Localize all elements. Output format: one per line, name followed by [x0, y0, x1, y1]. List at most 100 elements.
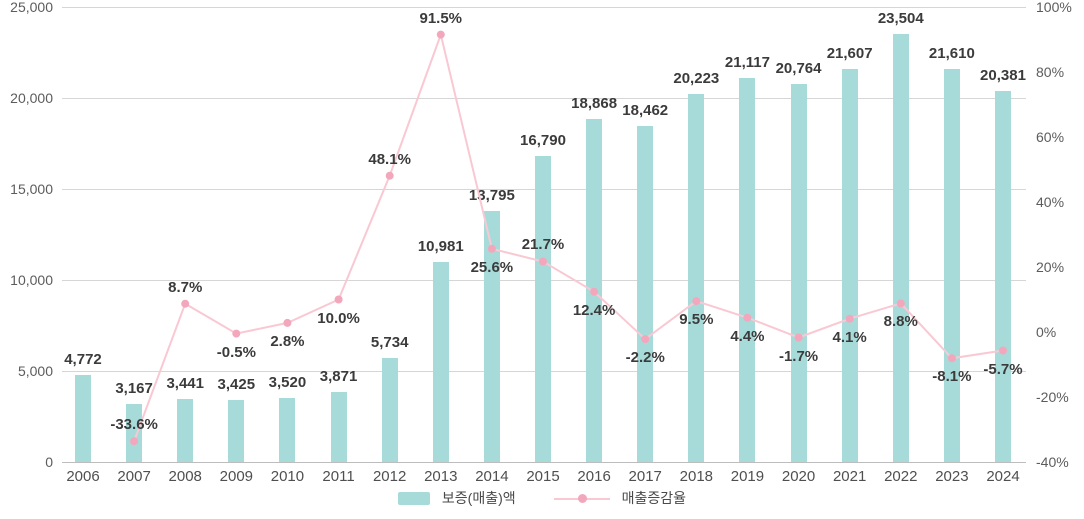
bar-2010 — [279, 397, 296, 462]
line-marker-2020 — [794, 333, 803, 342]
line-marker-2008 — [181, 299, 190, 308]
x-axis-tick-2006: 2006 — [66, 468, 100, 485]
growth-rate-label: 2.8% — [270, 332, 305, 350]
line-marker-2017 — [641, 335, 650, 344]
growth-rate-label: 8.7% — [168, 278, 203, 296]
right-axis-tick: 20% — [1036, 259, 1065, 275]
bar-value-label: 18,462 — [622, 101, 669, 119]
line-marker-2015 — [539, 257, 547, 266]
bar-value-label: 20,381 — [980, 67, 1026, 85]
bar-2014 — [483, 210, 500, 462]
growth-rate-label: 12.4% — [572, 301, 616, 319]
left-axis-tick: 25,000 — [10, 0, 53, 15]
left-axis-tick: 15,000 — [10, 181, 53, 197]
line-marker-2009 — [232, 329, 241, 338]
bar-value-label: 3,871 — [319, 367, 358, 385]
growth-line-svg — [130, 30, 1007, 446]
legend-item-bar-series: 보증(매출)액 — [397, 488, 516, 508]
growth-rate-label: -0.5% — [216, 343, 256, 361]
bar-value-label: 3,425 — [217, 375, 256, 393]
left-axis-tick: 20,000 — [10, 90, 53, 106]
bar-2013 — [432, 262, 449, 462]
bar-2019 — [739, 77, 756, 462]
bar-value-label: 20,223 — [673, 69, 720, 87]
bar-value-label: 21,610 — [928, 44, 975, 62]
left-axis-tick: 10,000 — [10, 272, 53, 288]
gridline — [62, 7, 1026, 8]
x-axis-tick-2024: 2024 — [986, 468, 1020, 485]
line-marker-2016 — [590, 287, 599, 296]
right-axis-tick: -20% — [1036, 389, 1069, 405]
gridline — [62, 462, 1026, 463]
x-axis-tick-2012: 2012 — [372, 468, 407, 485]
growth-rate-label: 21.7% — [521, 236, 565, 254]
line-marker-2014 — [487, 244, 496, 253]
line-series-marker-icon — [553, 493, 610, 503]
gridline — [62, 98, 1026, 99]
left-axis-tick: 0 — [45, 454, 53, 470]
bar-2021 — [841, 68, 858, 462]
bar-2018 — [688, 93, 705, 462]
bar-value-label: 3,520 — [268, 373, 307, 391]
growth-rate-label: -1.7% — [778, 347, 819, 365]
line-marker-2021 — [845, 314, 854, 323]
x-axis-tick-2022: 2022 — [884, 468, 918, 485]
bar-2024 — [995, 91, 1011, 462]
x-axis-tick-2007: 2007 — [117, 468, 151, 485]
x-axis-tick-2008: 2008 — [168, 468, 202, 485]
growth-rate-label: -2.2% — [625, 349, 665, 367]
bar-value-label: 21,117 — [724, 53, 770, 71]
x-axis-tick-2010: 2010 — [270, 468, 305, 485]
growth-rate-label: 9.5% — [679, 311, 714, 329]
bar-2007 — [126, 404, 143, 462]
bar-2006 — [75, 375, 91, 462]
x-axis-tick-2021: 2021 — [832, 468, 867, 485]
x-axis-tick-2016: 2016 — [577, 468, 611, 485]
line-marker-2018 — [692, 297, 701, 306]
line-marker-2019 — [743, 313, 752, 322]
bar-value-label: 4,772 — [64, 351, 102, 369]
x-axis-tick-2020: 2020 — [781, 468, 816, 485]
x-axis-tick-2019: 2019 — [730, 468, 765, 485]
bar-2023 — [943, 68, 960, 462]
line-marker-2013 — [436, 30, 445, 39]
right-axis-tick: 80% — [1036, 64, 1065, 80]
line-series-label: 매출증감율 — [621, 490, 687, 506]
growth-rate-label: -5.7% — [983, 360, 1023, 378]
growth-rate-label: 4.4% — [730, 327, 765, 345]
line-marker-2010 — [283, 318, 292, 327]
growth-line — [133, 31, 1004, 442]
bar-2022 — [892, 34, 909, 462]
right-axis-tick: 0% — [1036, 324, 1057, 340]
bar-2015 — [535, 156, 551, 462]
left-axis-tick: 5,000 — [17, 363, 53, 379]
growth-rate-label: -8.1% — [932, 368, 972, 386]
growth-rate-label: 48.1% — [368, 150, 411, 168]
bar-series-swatch-icon — [397, 491, 430, 505]
bar-value-label: 3,167 — [115, 380, 153, 398]
bar-2012 — [381, 357, 398, 462]
growth-rate-label: 10.0% — [317, 309, 360, 327]
right-axis-tick: -40% — [1036, 454, 1069, 470]
right-axis-tick: 100% — [1036, 0, 1072, 15]
bar-2009 — [228, 399, 245, 462]
x-axis-tick-2015: 2015 — [526, 468, 560, 485]
x-axis-tick-2018: 2018 — [679, 468, 714, 485]
growth-rate-label: 25.6% — [470, 258, 514, 276]
bar-2008 — [177, 399, 194, 462]
growth-rate-label: 4.1% — [832, 328, 867, 346]
line-marker-2022 — [896, 299, 905, 308]
right-axis-tick: 60% — [1036, 129, 1065, 145]
bar-2017 — [637, 125, 654, 462]
line-marker-2024 — [999, 346, 1007, 355]
right-axis-tick: 40% — [1036, 194, 1065, 210]
x-axis-tick-2017: 2017 — [628, 468, 662, 485]
x-axis-tick-2014: 2014 — [475, 468, 509, 485]
bar-2020 — [790, 84, 807, 462]
line-marker-2011 — [334, 295, 343, 304]
bar-value-label: 10,981 — [417, 238, 464, 256]
bar-value-label: 20,764 — [775, 60, 822, 78]
bar-value-label: 5,734 — [370, 333, 409, 351]
bar-value-label: 16,790 — [520, 132, 566, 150]
